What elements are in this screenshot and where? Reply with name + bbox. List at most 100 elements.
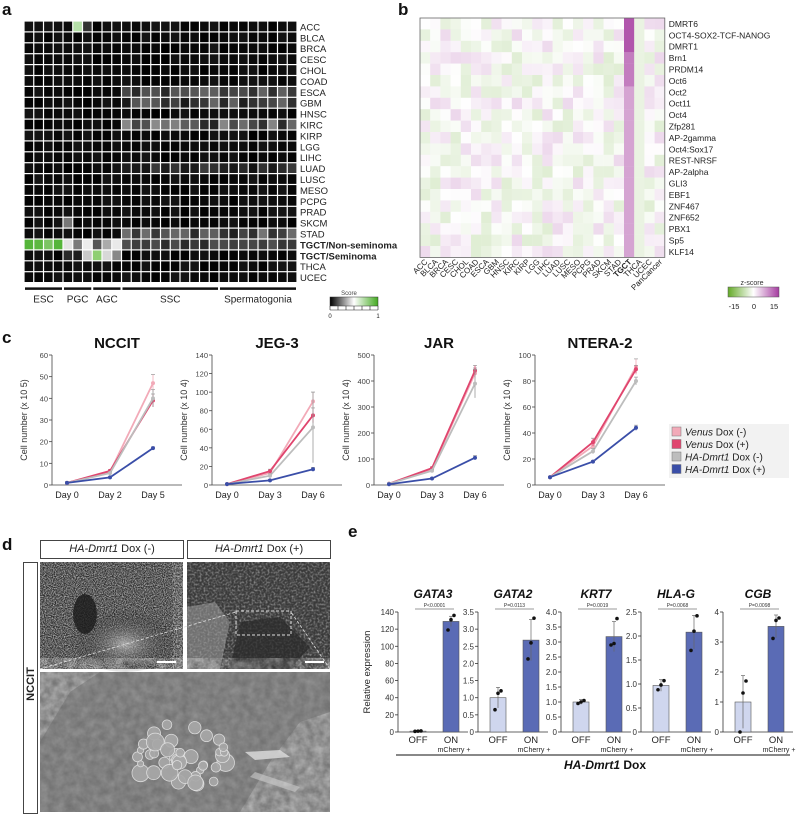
- heatmap-cell: [200, 217, 209, 228]
- heatmap-cell: [73, 141, 82, 152]
- heatmap-cell: [552, 177, 563, 190]
- bar-chart-gata2: GATA2 0 0.5 1.0 1.5 2.0 2.5 3.0 3.5 OFF ONmCherry …: [463, 587, 551, 754]
- heatmap-cell: [102, 196, 112, 206]
- heatmap-cell: [501, 97, 512, 110]
- heatmap-cell: [430, 143, 441, 155]
- heatmap-cell: [229, 65, 238, 75]
- x-subtick: mCherry +: [438, 747, 471, 754]
- heatmap-cell: [151, 206, 160, 217]
- replicate-point: [771, 636, 775, 641]
- heatmap-cell: [219, 54, 229, 64]
- heatmap-cell: [460, 189, 472, 201]
- heatmap-cell: [219, 196, 229, 206]
- y-tick: 3.0: [463, 625, 475, 634]
- heatmap-cell: [151, 239, 160, 250]
- heatmap-cell: [248, 32, 258, 43]
- heatmap-cell: [190, 261, 199, 272]
- heatmap-cell: [634, 86, 645, 98]
- heatmap-cell: [170, 97, 180, 108]
- heatmap-cell: [200, 250, 209, 261]
- heatmap-cell: [239, 141, 248, 152]
- row-label: DMRT6: [669, 19, 698, 29]
- heatmap-cell: [258, 97, 268, 108]
- heatmap-cell: [491, 86, 502, 98]
- heatmap-cell: [170, 54, 180, 64]
- replicate-point: [615, 616, 619, 621]
- heatmap-cell: [522, 177, 533, 190]
- heatmap-cell: [83, 108, 92, 119]
- heatmap-cell: [209, 43, 219, 54]
- replicate-point: [774, 618, 778, 623]
- row-label: HNSC: [300, 110, 327, 121]
- heatmap-cell: [122, 21, 131, 32]
- heatmap-cell: [53, 206, 63, 217]
- heatmap-cell: [542, 143, 553, 155]
- heatmap-cell: [229, 261, 238, 272]
- heatmap-cell: [200, 76, 209, 86]
- x-tick: ON: [607, 735, 621, 746]
- heatmap-cell: [83, 65, 92, 75]
- heatmap-cell: [141, 76, 151, 86]
- heatmap-cell: [258, 54, 268, 64]
- y-tick: 1.5: [463, 677, 475, 686]
- heatmap-cell: [229, 196, 238, 206]
- heatmap-cell: [180, 43, 190, 54]
- heatmap-cell: [44, 174, 53, 184]
- heatmap-cell: [644, 223, 655, 235]
- cell: [187, 774, 204, 791]
- heatmap-cell: [613, 143, 625, 155]
- heatmap-cell: [151, 54, 160, 64]
- heatmap-cell: [562, 143, 574, 155]
- heatmap-cell: [170, 32, 180, 43]
- heatmap-cell: [583, 143, 594, 155]
- row-label: STAD: [300, 230, 325, 241]
- heatmap-cell: [83, 130, 92, 141]
- heatmap-cell: [92, 239, 102, 250]
- panel-b-heatmap: DMRT6OCT4-SOX2-TCF-NANOGDMRT1Brn1PRDM14O…: [411, 17, 780, 311]
- row-label: GLI3: [669, 179, 688, 189]
- heatmap-cell: [73, 174, 82, 184]
- heatmap-cell: [34, 152, 43, 163]
- heatmap-cell: [73, 261, 82, 272]
- heatmap-cell: [522, 143, 533, 155]
- y-tick: 30: [40, 416, 48, 425]
- heatmap-cell: [239, 196, 248, 206]
- heatmap-cell: [44, 108, 53, 119]
- p-value: P=0.0113: [504, 603, 525, 609]
- cell: [137, 760, 145, 768]
- heatmap-cell: [141, 108, 151, 119]
- heatmap-cell: [122, 174, 131, 184]
- heatmap-cell: [102, 54, 112, 64]
- x-tick: OFF: [489, 735, 508, 746]
- heatmap-cell: [83, 141, 92, 152]
- heatmap-cell: [53, 87, 63, 97]
- heatmap-cell: [219, 261, 229, 272]
- heatmap-cell: [151, 87, 160, 97]
- heatmap-cell: [278, 141, 287, 152]
- heatmap-cell: [430, 40, 441, 53]
- heatmap-cell: [180, 228, 190, 239]
- y-tick: 2.5: [546, 653, 558, 662]
- heatmap-cell: [552, 97, 563, 110]
- heatmap-cell: [287, 185, 297, 195]
- heatmap-cell: [471, 211, 482, 224]
- heatmap-cell: [287, 43, 297, 54]
- heatmap-cell: [552, 109, 563, 121]
- y-tick: 50: [40, 373, 48, 382]
- heatmap-cell: [573, 154, 584, 167]
- heatmap-cell: [532, 18, 543, 30]
- heatmap-cell: [73, 239, 82, 250]
- heatmap-cell: [44, 152, 53, 163]
- series-line: [66, 382, 154, 484]
- scale-bar: [157, 661, 176, 663]
- heatmap-cell: [634, 75, 645, 87]
- y-tick: 500: [357, 351, 370, 360]
- heatmap-cell: [532, 189, 543, 201]
- heatmap-cell: [471, 246, 482, 258]
- heatmap-cell: [190, 108, 199, 119]
- heatmap-cell: [200, 174, 209, 184]
- heatmap-cell: [420, 86, 431, 98]
- x-tick: OFF: [734, 735, 753, 746]
- x-subtick: mCherry +: [601, 747, 634, 754]
- heatmap-cell: [170, 261, 180, 272]
